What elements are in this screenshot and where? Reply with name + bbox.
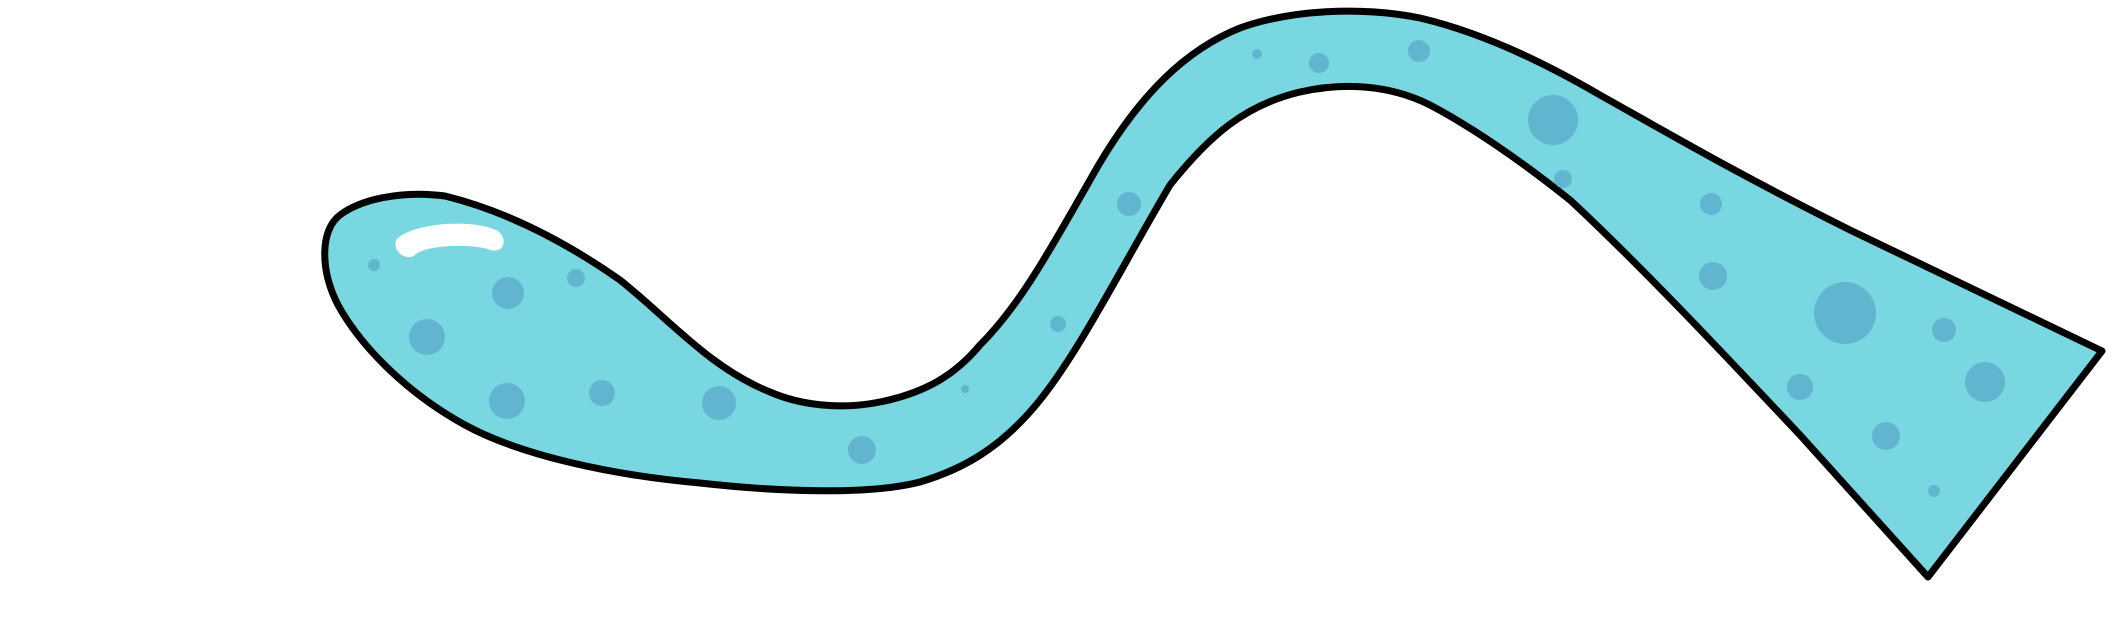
spot <box>1928 485 1940 497</box>
spot <box>1528 95 1578 145</box>
glare-highlight <box>395 223 504 258</box>
spot <box>1050 316 1066 332</box>
spot <box>1872 422 1900 450</box>
stream-body <box>321 7 2106 581</box>
spot <box>1309 53 1329 73</box>
spot <box>961 385 969 393</box>
spot <box>1965 362 2005 402</box>
spot <box>368 259 380 271</box>
spot <box>489 383 525 419</box>
spot <box>1117 192 1141 216</box>
spot <box>1932 318 1956 342</box>
spot <box>1787 374 1813 400</box>
spot <box>567 269 585 287</box>
spot <box>1814 282 1876 344</box>
spots-group <box>368 40 2005 497</box>
spot <box>1554 170 1572 188</box>
spot <box>702 386 736 420</box>
spot <box>1408 40 1430 62</box>
spot <box>492 277 524 309</box>
spot <box>1252 49 1262 59</box>
spot <box>589 380 615 406</box>
spot <box>1700 193 1722 215</box>
spot <box>1699 262 1727 290</box>
spot <box>848 436 876 464</box>
spot <box>409 319 445 355</box>
